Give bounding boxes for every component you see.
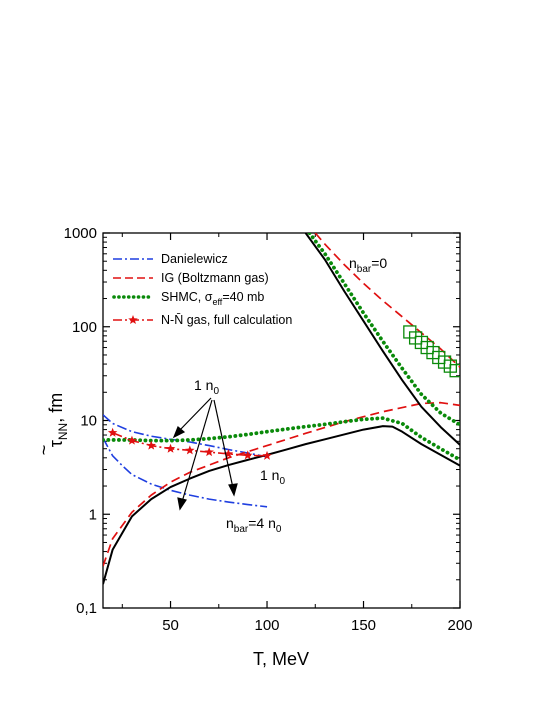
y-axis-title-tau: τ <box>46 440 66 447</box>
y-axis-title-tilde: ~ <box>34 445 54 456</box>
point-n-n-gas-full-calculation-1-n0 <box>146 440 156 450</box>
point-n-n-gas-full-calculation-1-n0 <box>204 447 214 457</box>
legend-item-ig: IG (Boltzmann gas) <box>113 271 269 285</box>
x-tick-label: 200 <box>447 617 472 634</box>
legend-item-danielewicz: Danielewicz <box>113 252 228 266</box>
series-line-danielewicz-4-n0 <box>103 437 268 508</box>
axis-titles: T, MeV τNN, fm ~ <box>34 393 309 669</box>
point-open-squares-nbar-0 <box>449 364 460 378</box>
y-axis-title: τNN, fm ~ <box>34 393 70 455</box>
y-tick-label: 1 <box>89 506 97 523</box>
series-line-ig-boltzmann-gas-nbar-0 <box>314 233 460 368</box>
annotation-nbar-0: nbar=0 <box>349 255 387 275</box>
y-axis-title-sub: NN <box>56 423 70 440</box>
series-line-danielewicz-1-n0 <box>103 414 268 458</box>
point-n-n-gas-full-calculation-1-n0 <box>165 443 176 453</box>
annotation-1n0-mid: 1 n0 <box>260 467 285 487</box>
legend-label-danielewicz: Danielewicz <box>161 252 228 266</box>
legend: Danielewicz IG (Boltzmann gas) SHMC, σef… <box>112 252 292 327</box>
legend-star-marker <box>128 315 138 325</box>
arrows <box>172 397 238 511</box>
legend-label-ig: IG (Boltzmann gas) <box>161 271 269 285</box>
plot-frame <box>102 232 461 609</box>
point-n-n-gas-full-calculation-1-n0 <box>262 450 272 460</box>
legend-label-nn-gas: N-N̄ gas, full calculation <box>161 313 292 327</box>
point-n-n-gas-full-calculation-1-n0 <box>127 435 137 445</box>
y-axis-title-unit: , fm <box>46 393 66 423</box>
x-tick-label: 150 <box>351 617 376 634</box>
series-layer <box>103 233 460 585</box>
series-line-ig-boltzmann-gas-1-n0 <box>103 401 460 567</box>
point-n-n-gas-full-calculation-1-n0 <box>242 450 253 460</box>
series-line-shmc-nbar-0 <box>307 233 460 427</box>
annotation-nbar-4n0: nbar=4 n0 <box>226 515 282 535</box>
y-tick-label: 100 <box>72 319 97 336</box>
svg-text:τNN, fm: τNN, fm <box>46 393 70 447</box>
point-n-n-gas-full-calculation-1-n0 <box>223 448 234 458</box>
series-line-full-calculation-solid-1-n0 <box>103 425 460 585</box>
annotations: 1 n0 1 n0 nbar=4 n0 nbar=0 <box>194 255 387 535</box>
series-line-shmc-1-n0 <box>103 416 460 462</box>
x-tick-label: 50 <box>162 617 179 634</box>
x-axis-title: T, MeV <box>253 649 309 669</box>
y-tick-label: 1000 <box>64 225 97 242</box>
legend-item-nn-gas: N-N̄ gas, full calculation <box>113 313 292 327</box>
y-tick-label: 10 <box>80 413 97 430</box>
point-n-n-gas-full-calculation-1-n0 <box>107 427 118 437</box>
axis-ticks <box>103 232 461 609</box>
point-n-n-gas-full-calculation-1-n0 <box>185 445 195 455</box>
legend-item-shmc: SHMC, σeff=40 mb <box>112 290 264 307</box>
annotation-1n0-top: 1 n0 <box>194 377 219 397</box>
series-line-full-calculation-solid-nbar-0 <box>304 233 460 446</box>
legend-label-shmc: SHMC, σeff=40 mb <box>161 290 264 307</box>
y-tick-label: 0,1 <box>76 600 97 617</box>
axis-tick-labels: 50 100 150 200 0,1 1 10 100 1000 <box>64 225 473 634</box>
x-tick-label: 100 <box>255 617 280 634</box>
